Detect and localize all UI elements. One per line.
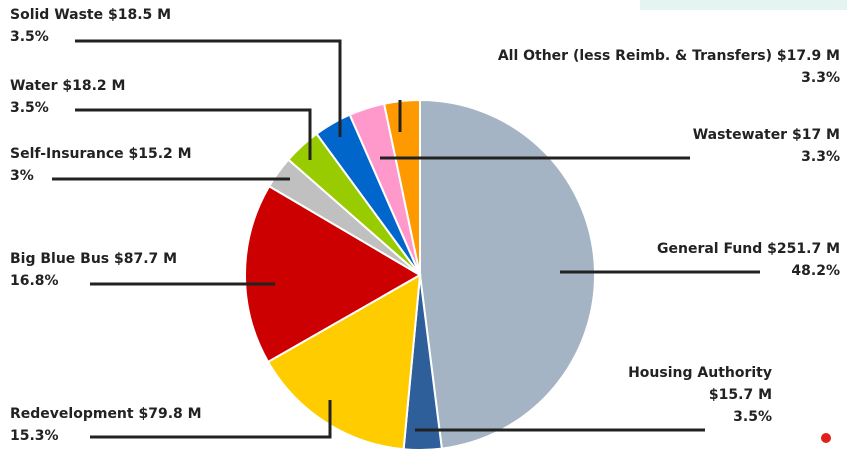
category-name: Solid Waste $18.5 M [10,7,172,23]
percent-label: 3.3% [801,70,840,86]
category-name: Redevelopment $79.8 M [10,406,202,422]
logo-fragment [821,433,831,443]
slice-label: All Other (less Reimb. & Transfers) $17.… [400,45,840,89]
percent-label: 3.5% [733,409,772,425]
category-name: Water $18.2 M [10,78,126,94]
header-decoration [640,0,847,10]
category-name: General Fund $251.7 M [657,241,840,257]
slice-label: Wastewater $17 M 3.3% [540,124,840,168]
slice-label: Solid Waste $18.5 M 3.5% [10,4,310,48]
percent-label: 15.3% [10,428,59,444]
percent-label: 3% [10,168,34,184]
category-name: Self-Insurance $15.2 M [10,146,192,162]
pie-slice [382,98,421,276]
leader-line [75,108,312,160]
leader-line [75,39,342,137]
percent-label: 3.5% [10,100,49,116]
slice-label: Big Blue Bus $87.7 M 16.8% [10,248,310,292]
slice-label: Housing Authority $15.7 M 3.5% [582,362,772,428]
slice-label: Redevelopment $79.8 M 15.3% [10,403,310,447]
slice-label: General Fund $251.7 M 48.2% [580,238,840,282]
percent-label: 3.5% [10,29,49,45]
category-name: Housing Authority $15.7 M [628,365,772,403]
pie-slice [419,98,596,450]
category-name: Wastewater $17 M [692,127,840,143]
slice-label: Water $18.2 M 3.5% [10,75,310,119]
percent-label: 48.2% [791,263,840,279]
percent-label: 16.8% [10,273,59,289]
category-name: All Other (less Reimb. & Transfers) $17.… [497,48,840,64]
slice-label: Self-Insurance $15.2 M 3% [10,143,310,187]
percent-label: 3.3% [801,149,840,165]
category-name: Big Blue Bus $87.7 M [10,251,178,267]
pie-slice [244,184,422,364]
leader-line [90,400,332,439]
pie-slice [266,273,422,451]
